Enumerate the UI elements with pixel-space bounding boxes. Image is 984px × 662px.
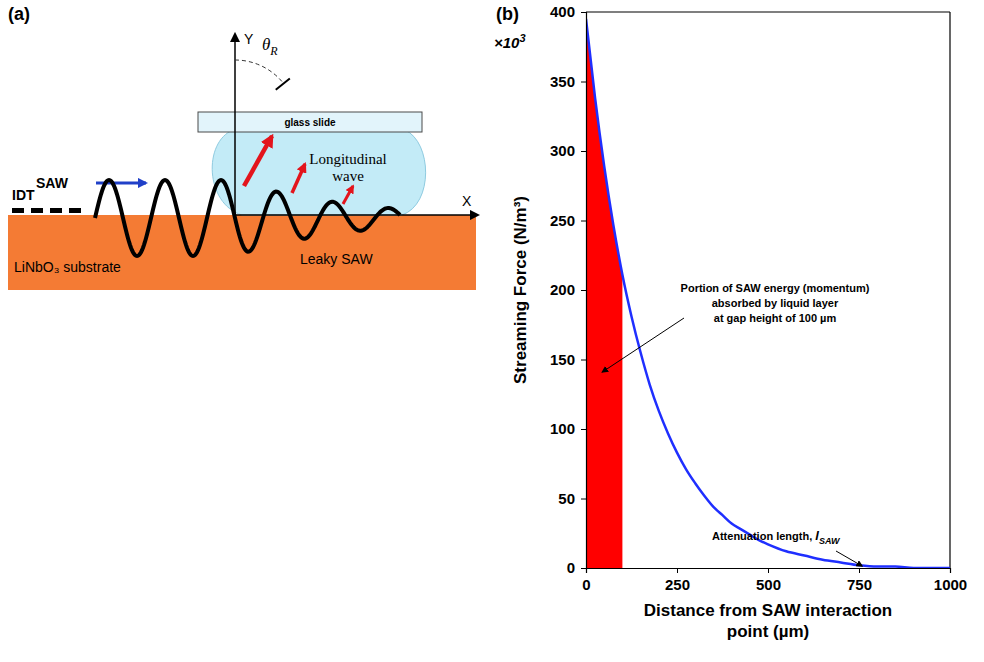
annotation-subscript: SAW bbox=[819, 536, 841, 546]
radiation-arrow bbox=[292, 164, 305, 193]
y-tick: 350 bbox=[550, 73, 586, 90]
saw-wave bbox=[95, 180, 400, 256]
x-tick: 1000 bbox=[934, 568, 967, 593]
y-tick-mark bbox=[581, 82, 586, 83]
glass-slide-label: glass slide bbox=[284, 117, 336, 128]
x-tick: 750 bbox=[847, 568, 872, 593]
y-tick-mark bbox=[581, 429, 586, 430]
liquid-label-line: wave bbox=[332, 168, 364, 184]
angle-label: θR bbox=[262, 35, 278, 58]
idt-label: IDT bbox=[12, 187, 35, 203]
angle-label-sub: R bbox=[269, 44, 278, 58]
x-axis-label: X bbox=[462, 193, 472, 209]
idt-finger bbox=[69, 208, 81, 213]
substrate bbox=[8, 215, 476, 290]
leaky-saw-label: Leaky SAW bbox=[300, 251, 373, 267]
substrate-label: LiNbO₃ substrate bbox=[14, 259, 121, 275]
panel-b: (b) 0 250 500 750 1000 0 50 100 150 200 250 300 350 40… bbox=[494, 3, 967, 641]
panel-a: (a) LiNbO₃ substrate glass slide Longitudin… bbox=[8, 4, 478, 290]
x-axis: 0 250 500 750 1000 bbox=[582, 568, 967, 593]
annotation: Portion of SAW energy (momentum) absorbed… bbox=[681, 282, 870, 324]
y-tick: 250 bbox=[550, 212, 586, 229]
plot-area bbox=[586, 19, 950, 568]
y-tick: 0 bbox=[567, 559, 586, 576]
saw-label: SAW bbox=[36, 175, 69, 191]
y-tick: 50 bbox=[558, 490, 586, 507]
panel-label: (b) bbox=[496, 4, 519, 24]
figure: (a) LiNbO₃ substrate glass slide Longitudin… bbox=[0, 0, 984, 662]
x-tick-mark bbox=[768, 568, 769, 573]
y-axis-line bbox=[581, 13, 587, 569]
y-tick-label: 200 bbox=[550, 281, 575, 298]
y-tick: 400 bbox=[550, 3, 586, 20]
y-multiplier: ×103 bbox=[494, 32, 526, 51]
frame-top bbox=[586, 11, 950, 12]
annotation: Attenuation length, lSAW bbox=[712, 528, 841, 546]
x-axis-title-line: point (µm) bbox=[727, 622, 810, 641]
frame-right bbox=[949, 12, 950, 568]
y-tick-mark bbox=[581, 360, 586, 361]
y-tick-mark bbox=[581, 221, 586, 222]
y-tick-mark bbox=[581, 499, 586, 500]
x-tick-label: 1000 bbox=[934, 576, 967, 593]
radiation-arrow bbox=[244, 136, 272, 186]
annotation-arrow bbox=[836, 551, 862, 566]
series-line bbox=[586, 19, 950, 568]
angle-arc bbox=[235, 60, 284, 83]
x-tick-label: 750 bbox=[847, 576, 872, 593]
y-tick-mark bbox=[581, 568, 586, 569]
y-tick-mark bbox=[581, 290, 586, 291]
x-axis-line bbox=[587, 569, 951, 574]
annotation-arrow bbox=[602, 318, 684, 372]
annotation-line: absorbed by liquid layer bbox=[712, 297, 839, 309]
x-tick-label: 250 bbox=[665, 576, 690, 593]
x-tick: 0 bbox=[582, 568, 590, 593]
y-multiplier-exp: 3 bbox=[519, 32, 525, 44]
y-tick-label: 50 bbox=[558, 490, 575, 507]
droplet bbox=[212, 130, 425, 215]
y-tick: 300 bbox=[550, 142, 586, 159]
x-tick-label: 0 bbox=[582, 576, 590, 593]
y-axis-arrow bbox=[234, 34, 236, 215]
y-tick-label: 300 bbox=[550, 142, 575, 159]
idt-finger bbox=[50, 208, 62, 213]
x-tick-label: 500 bbox=[756, 576, 781, 593]
idt-finger bbox=[12, 208, 24, 213]
y-tick-mark bbox=[581, 151, 586, 152]
y-axis-title: Streaming Force (N/m³) bbox=[511, 196, 530, 384]
x-tick: 500 bbox=[756, 568, 781, 593]
y-tick-label: 100 bbox=[550, 420, 575, 437]
x-axis-title-line: Distance from SAW interaction bbox=[644, 601, 892, 620]
y-tick-label: 350 bbox=[550, 73, 575, 90]
annotation-line: at gap height of 100 µm bbox=[714, 312, 837, 324]
x-axis-arrow bbox=[235, 214, 478, 216]
x-tick-mark bbox=[950, 568, 951, 573]
y-tick: 200 bbox=[550, 281, 586, 298]
y-tick: 100 bbox=[550, 420, 586, 437]
y-tick-mark bbox=[581, 12, 586, 13]
y-tick-label: 150 bbox=[550, 351, 575, 368]
idt-finger bbox=[31, 208, 43, 213]
x-axis-title: Distance from SAW interaction point (µm) bbox=[644, 601, 892, 641]
filled-area bbox=[586, 19, 622, 568]
annotation-line: Portion of SAW energy (momentum) bbox=[681, 282, 870, 294]
liquid-label: Longitudinalwave bbox=[309, 151, 387, 184]
y-tick-label: 0 bbox=[567, 559, 575, 576]
y-axis-label: Y bbox=[244, 31, 254, 47]
x-tick: 250 bbox=[665, 568, 690, 593]
x-tick-mark bbox=[677, 568, 678, 573]
radiation-arrow bbox=[343, 186, 353, 204]
panel-label: (a) bbox=[8, 4, 30, 24]
y-axis: 0 50 100 150 200 250 300 350 400 bbox=[550, 3, 587, 576]
y-tick-label: 250 bbox=[550, 212, 575, 229]
y-tick-label: 400 bbox=[550, 3, 575, 20]
angle-tick bbox=[276, 78, 290, 89]
x-tick-mark bbox=[859, 568, 860, 573]
glass-slide bbox=[198, 112, 422, 132]
liquid-label-line: Longitudinal bbox=[309, 151, 387, 167]
y-tick: 150 bbox=[550, 351, 586, 368]
